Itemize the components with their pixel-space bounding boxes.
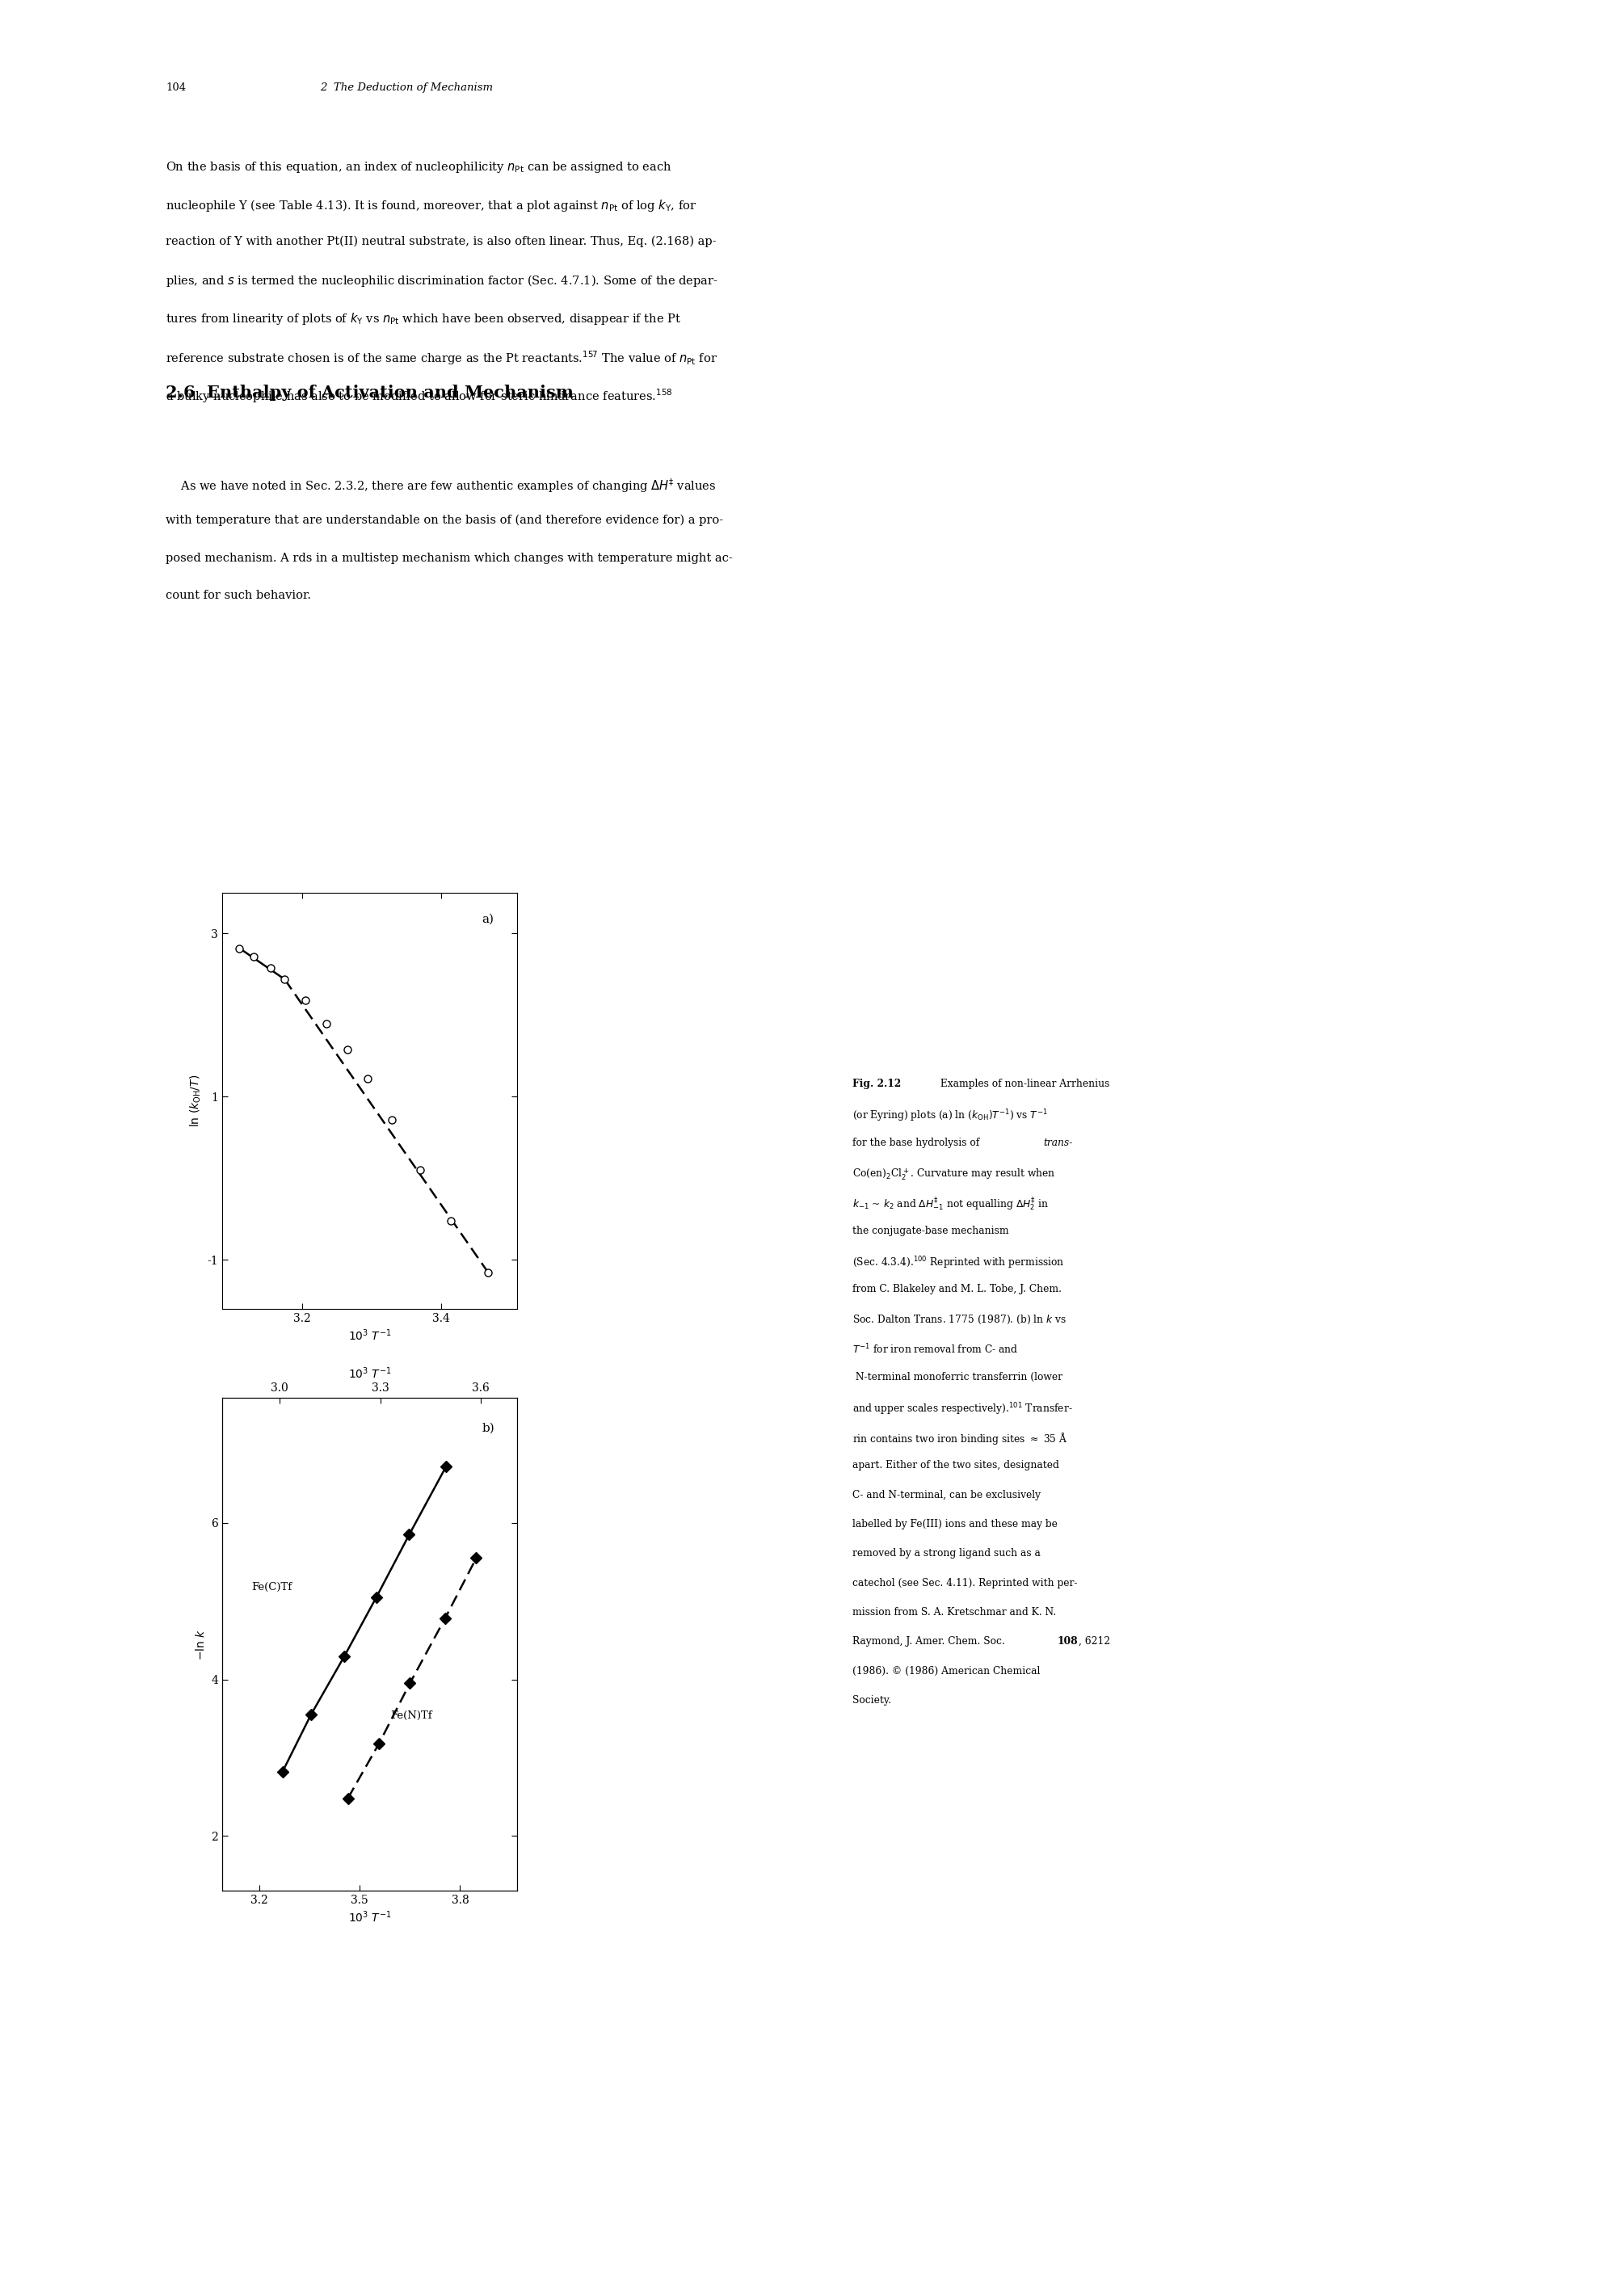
Text: reference substrate chosen is of the same charge as the Pt reactants.$^{157}$ Th: reference substrate chosen is of the sam… (166, 349, 718, 367)
Text: b): b) (482, 1422, 494, 1433)
Text: (or Eyring) plots (a) ln ($k_{\rm OH})T^{-1}$) vs $T^{-1}$: (or Eyring) plots (a) ln ($k_{\rm OH})T^… (853, 1108, 1047, 1124)
Text: Fig. 2.12: Fig. 2.12 (853, 1078, 901, 1089)
Text: Soc. Dalton Trans. 1775 (1987). (b) ln $k$ vs: Soc. Dalton Trans. 1775 (1987). (b) ln $… (853, 1314, 1067, 1325)
Text: reaction of Y with another Pt(II) neutral substrate, is also often linear. Thus,: reaction of Y with another Pt(II) neutra… (166, 236, 716, 248)
Text: mission from S. A. Kretschmar and K. N.: mission from S. A. Kretschmar and K. N. (853, 1607, 1056, 1617)
Text: (1986). © (1986) American Chemical: (1986). © (1986) American Chemical (853, 1665, 1039, 1676)
Text: On the basis of this equation, an index of nucleophilicity $n_{\rm Pt}$ can be a: On the basis of this equation, an index … (166, 161, 672, 174)
Text: Society.: Society. (853, 1695, 892, 1706)
Text: apart. Either of the two sites, designated: apart. Either of the two sites, designat… (853, 1461, 1059, 1470)
Text: $T^{-1}$ for iron removal from C- and: $T^{-1}$ for iron removal from C- and (853, 1344, 1018, 1355)
Text: tures from linearity of plots of $k_{\rm Y}$ vs $n_{\rm Pt}$ which have been obs: tures from linearity of plots of $k_{\rm… (166, 312, 680, 326)
Text: 2.6  Enthalpy of Activation and Mechanism: 2.6 Enthalpy of Activation and Mechanism (166, 385, 573, 401)
Text: labelled by Fe(III) ions and these may be: labelled by Fe(III) ions and these may b… (853, 1518, 1057, 1529)
Text: with temperature that are understandable on the basis of (and therefore evidence: with temperature that are understandable… (166, 514, 723, 525)
Text: Examples of non-linear Arrhenius: Examples of non-linear Arrhenius (937, 1078, 1109, 1089)
Text: (Sec. 4.3.4).$^{100}$ Reprinted with permission: (Sec. 4.3.4).$^{100}$ Reprinted with per… (853, 1254, 1065, 1270)
Text: 108: 108 (1057, 1637, 1078, 1646)
Text: removed by a strong ligand such as a: removed by a strong ligand such as a (853, 1548, 1041, 1559)
Text: nucleophile Y (see Table 4.13). It is found, moreover, that a plot against $n_{\: nucleophile Y (see Table 4.13). It is fo… (166, 197, 697, 213)
Text: posed mechanism. A rds in a multistep mechanism which changes with temperature m: posed mechanism. A rds in a multistep me… (166, 553, 732, 564)
Text: a bulky nucleophile has also to be modified to allow for steric hindrance featur: a bulky nucleophile has also to be modif… (166, 388, 672, 404)
X-axis label: $10^3\ T^{-1}$: $10^3\ T^{-1}$ (348, 1328, 391, 1341)
Text: plies, and $s$ is termed the nucleophilic discrimination factor (Sec. 4.7.1). So: plies, and $s$ is termed the nucleophili… (166, 273, 718, 289)
Text: Fe(C)Tf: Fe(C)Tf (252, 1582, 292, 1591)
Text: trans-: trans- (1043, 1137, 1072, 1149)
Text: for the base hydrolysis of: for the base hydrolysis of (853, 1137, 983, 1149)
Text: 2  The Deduction of Mechanism: 2 The Deduction of Mechanism (320, 83, 494, 94)
Text: from C. Blakeley and M. L. Tobe, J. Chem.: from C. Blakeley and M. L. Tobe, J. Chem… (853, 1284, 1062, 1296)
Y-axis label: $\mathrm{ln}\ (k_{\mathrm{OH}}/T)$: $\mathrm{ln}\ (k_{\mathrm{OH}}/T)$ (188, 1075, 203, 1128)
Text: As we have noted in Sec. 2.3.2, there are few authentic examples of changing $\D: As we have noted in Sec. 2.3.2, there ar… (166, 477, 716, 495)
Text: rin contains two iron binding sites $\approx$ 35 Å: rin contains two iron binding sites $\ap… (853, 1431, 1067, 1447)
X-axis label: $10^3\ T^{-1}$: $10^3\ T^{-1}$ (348, 1364, 391, 1380)
Text: Co(en)$_2$Cl$_2^+$. Curvature may result when: Co(en)$_2$Cl$_2^+$. Curvature may result… (853, 1167, 1056, 1181)
Text: Fe(N)Tf: Fe(N)Tf (390, 1711, 432, 1720)
X-axis label: $10^3\ T^{-1}$: $10^3\ T^{-1}$ (348, 1910, 391, 1924)
Text: catechol (see Sec. 4.11). Reprinted with per-: catechol (see Sec. 4.11). Reprinted with… (853, 1578, 1077, 1589)
Text: and upper scales respectively).$^{101}$ Transfer-: and upper scales respectively).$^{101}$ … (853, 1401, 1073, 1417)
Text: count for such behavior.: count for such behavior. (166, 589, 312, 601)
Text: the conjugate-base mechanism: the conjugate-base mechanism (853, 1224, 1009, 1236)
Text: N-terminal monoferric transferrin (lower: N-terminal monoferric transferrin (lower (853, 1371, 1062, 1383)
Text: a): a) (482, 913, 494, 924)
Text: Raymond, J. Amer. Chem. Soc.: Raymond, J. Amer. Chem. Soc. (853, 1637, 1009, 1646)
Text: 104: 104 (166, 83, 185, 94)
Text: C- and N-terminal, can be exclusively: C- and N-terminal, can be exclusively (853, 1490, 1041, 1500)
Y-axis label: $-\mathrm{ln}\ k$: $-\mathrm{ln}\ k$ (195, 1628, 206, 1660)
Text: , 6212: , 6212 (1078, 1637, 1111, 1646)
Text: $k_{-1}$ ~ $k_2$ and $\Delta H^{\ddagger}_{-1}$ not equalling $\Delta H^{\ddagge: $k_{-1}$ ~ $k_2$ and $\Delta H^{\ddagger… (853, 1197, 1049, 1213)
